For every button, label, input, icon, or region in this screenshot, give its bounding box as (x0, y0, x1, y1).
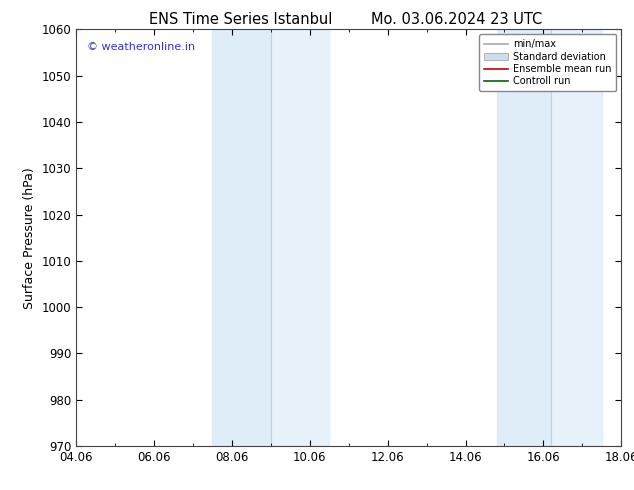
Legend: min/max, Standard deviation, Ensemble mean run, Controll run: min/max, Standard deviation, Ensemble me… (479, 34, 616, 91)
Y-axis label: Surface Pressure (hPa): Surface Pressure (hPa) (23, 167, 36, 309)
Text: ENS Time Series Istanbul: ENS Time Series Istanbul (149, 12, 333, 27)
Bar (271, 29, 329, 446)
Bar (496, 29, 551, 446)
Bar (551, 29, 602, 446)
Text: Mo. 03.06.2024 23 UTC: Mo. 03.06.2024 23 UTC (371, 12, 542, 27)
Bar (212, 29, 271, 446)
Text: © weatheronline.in: © weatheronline.in (87, 42, 195, 52)
